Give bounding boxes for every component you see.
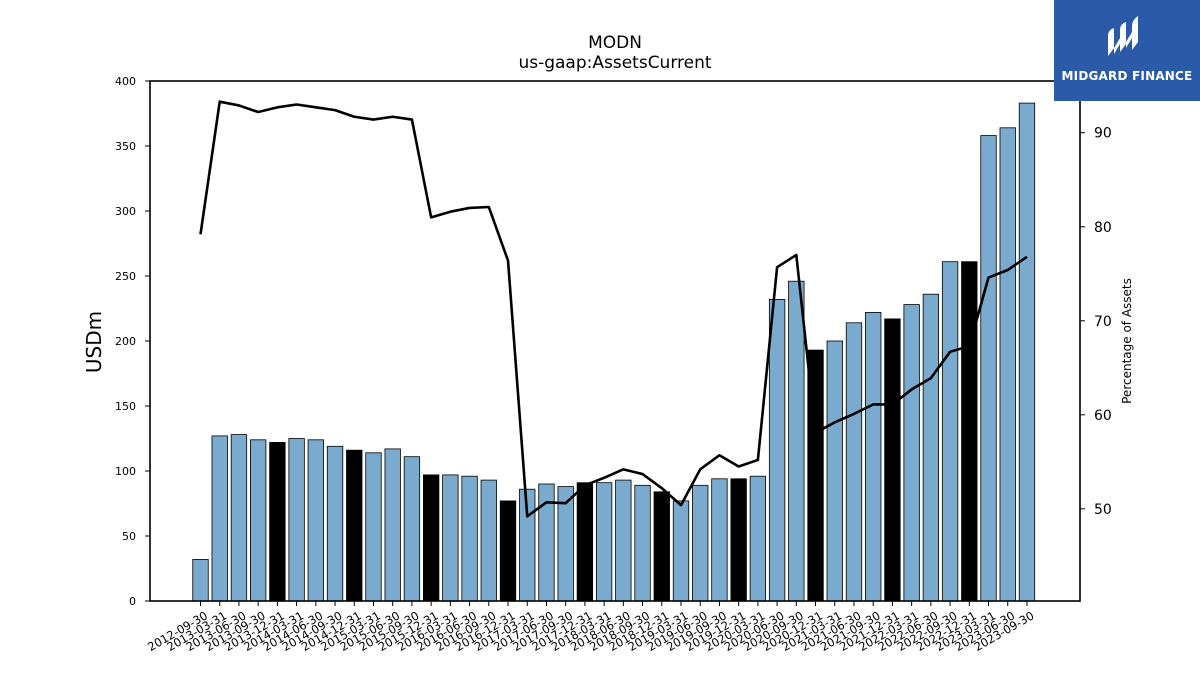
bar — [730, 478, 747, 602]
bar — [634, 484, 651, 602]
y-tick-label: 100 — [115, 465, 136, 478]
y-tick-label: 0 — [129, 595, 136, 608]
brand-logo: MIDGARD FINANCE — [1054, 0, 1200, 101]
bar — [826, 340, 843, 602]
percentage-line — [199, 100, 1028, 518]
bar — [422, 474, 440, 602]
bar — [269, 441, 286, 602]
bar — [653, 491, 670, 602]
y-tick-label: 150 — [115, 400, 136, 413]
bar — [326, 445, 344, 602]
chart-subtitle: us-gaap:AssetsCurrent — [518, 53, 711, 73]
y2-tick-label: 80 — [1094, 220, 1112, 236]
bar — [999, 127, 1016, 602]
bar — [865, 311, 882, 602]
bar — [461, 475, 478, 602]
bar — [288, 438, 305, 602]
bar — [845, 322, 863, 602]
bar — [692, 484, 709, 602]
bar — [192, 559, 209, 602]
y2-tick-label: 90 — [1094, 126, 1112, 142]
bar — [980, 135, 997, 602]
chart-title: MODN — [588, 33, 642, 53]
bar — [307, 439, 324, 602]
bar — [922, 293, 940, 602]
y-tick-label: 350 — [115, 140, 136, 153]
bar — [499, 500, 517, 602]
y-tick-label: 50 — [122, 530, 136, 543]
bar — [749, 475, 767, 602]
y2-tick-label: 70 — [1094, 314, 1112, 330]
y2-tick-label: 50 — [1094, 502, 1112, 518]
bar-series — [192, 102, 1036, 602]
bar — [480, 479, 497, 602]
bar — [365, 452, 382, 602]
y2-tick-label: 60 — [1094, 408, 1112, 424]
bar — [768, 298, 786, 602]
brand-name: MIDGARD FINANCE — [1061, 69, 1193, 83]
y-tick-label: 400 — [115, 75, 136, 88]
y2-axis-label: Percentage of Assets — [1120, 278, 1134, 404]
y-tick-label: 250 — [115, 270, 136, 283]
midgard-logo-icon — [1108, 16, 1138, 56]
x-axis-ticks: 2012-09-302013-03-312013-06-302013-09-30… — [145, 601, 1036, 654]
bar — [672, 500, 690, 602]
bar — [884, 318, 901, 602]
bar — [941, 261, 959, 602]
bar — [961, 261, 978, 602]
y-tick-label: 300 — [115, 205, 136, 218]
y-axis-label: USDm — [82, 311, 106, 373]
bar — [384, 448, 401, 602]
bar — [788, 280, 805, 602]
bar — [403, 456, 421, 602]
line-series — [199, 100, 1028, 518]
y-tick-label: 200 — [115, 335, 136, 348]
y2-axis-ticks: 50 60 70 80 90 — [1080, 126, 1112, 518]
bar — [250, 439, 267, 602]
bar — [711, 478, 728, 602]
bar — [595, 482, 613, 602]
y-axis-ticks: 0 50 100 150 200 250 300 350 400 — [115, 75, 150, 608]
bar — [903, 304, 920, 602]
bar — [211, 435, 228, 602]
bar — [346, 449, 363, 602]
bar — [615, 479, 632, 602]
bar — [1018, 102, 1036, 602]
bar — [230, 434, 248, 602]
bar — [576, 482, 594, 602]
bar — [442, 474, 459, 602]
